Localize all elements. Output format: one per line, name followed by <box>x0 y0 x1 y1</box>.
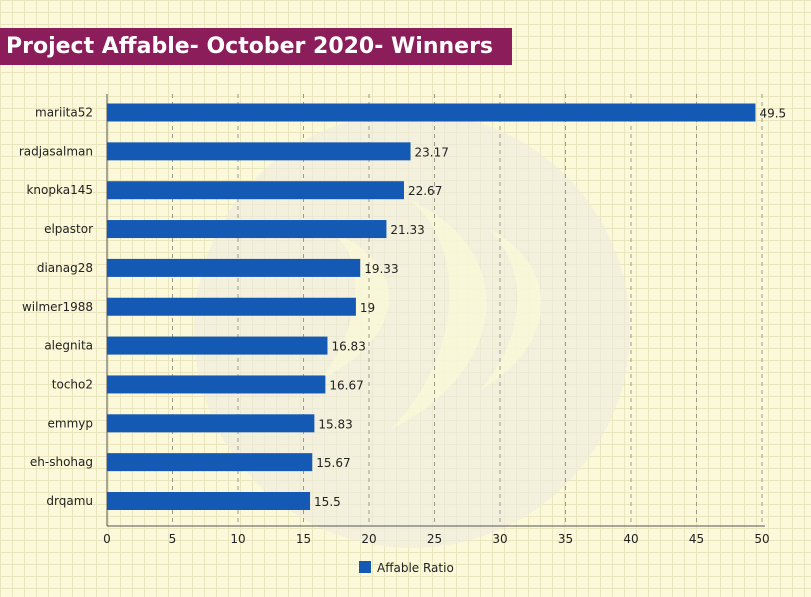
x-tick-label: 45 <box>689 532 704 546</box>
x-tick-label: 5 <box>169 532 177 546</box>
y-tick-label: dianag28 <box>37 261 93 275</box>
x-tick-label: 40 <box>623 532 638 546</box>
bar-eh-shohag <box>107 453 313 472</box>
data-label: 49.5 <box>759 107 786 121</box>
y-tick-label: radjasalman <box>19 144 93 158</box>
y-tick-label: eh-shohag <box>30 455 93 469</box>
x-tick-label: 30 <box>492 532 507 546</box>
bar-radjasalman <box>107 142 411 161</box>
data-label: 15.83 <box>318 417 352 431</box>
x-tick-label: 50 <box>754 532 769 546</box>
y-tick-label: alegnita <box>44 339 93 353</box>
x-tick-label: 35 <box>558 532 573 546</box>
legend-label: Affable Ratio <box>377 561 454 575</box>
bar-wilmer1988 <box>107 297 356 316</box>
y-tick-label: emmyp <box>48 416 93 430</box>
y-tick-label: drqamu <box>46 494 93 508</box>
data-label: 16.83 <box>331 340 365 354</box>
data-label: 22.67 <box>408 184 442 198</box>
data-label: 21.33 <box>390 223 424 237</box>
data-label: 16.67 <box>329 378 363 392</box>
bar-dianag28 <box>107 258 361 277</box>
y-tick-label: mariita52 <box>35 106 93 120</box>
y-tick-label: elpastor <box>44 222 93 236</box>
bar-alegnita <box>107 336 328 355</box>
x-tick-label: 20 <box>361 532 376 546</box>
legend: Affable Ratio <box>359 561 454 575</box>
data-label: 15.5 <box>314 495 341 509</box>
y-tick-label: knopka145 <box>26 183 93 197</box>
x-tick-label: 25 <box>427 532 442 546</box>
bar-emmyp <box>107 414 315 433</box>
data-label: 15.67 <box>316 456 350 470</box>
bar-elpastor <box>107 220 387 239</box>
bar-knopka145 <box>107 181 404 200</box>
data-label: 23.17 <box>415 145 449 159</box>
legend-swatch <box>359 561 371 573</box>
x-tick-label: 0 <box>103 532 111 546</box>
y-tick-label: tocho2 <box>52 377 93 391</box>
bar-mariita52 <box>107 103 756 122</box>
data-label: 19 <box>360 301 375 315</box>
y-tick-label: wilmer1988 <box>22 300 93 314</box>
x-tick-label: 15 <box>296 532 311 546</box>
x-tick-label: 10 <box>230 532 245 546</box>
chart-title: Project Affable- October 2020- Winners <box>0 28 512 65</box>
data-label: 19.33 <box>364 262 398 276</box>
bar-tocho2 <box>107 375 326 394</box>
bar-drqamu <box>107 492 311 510</box>
